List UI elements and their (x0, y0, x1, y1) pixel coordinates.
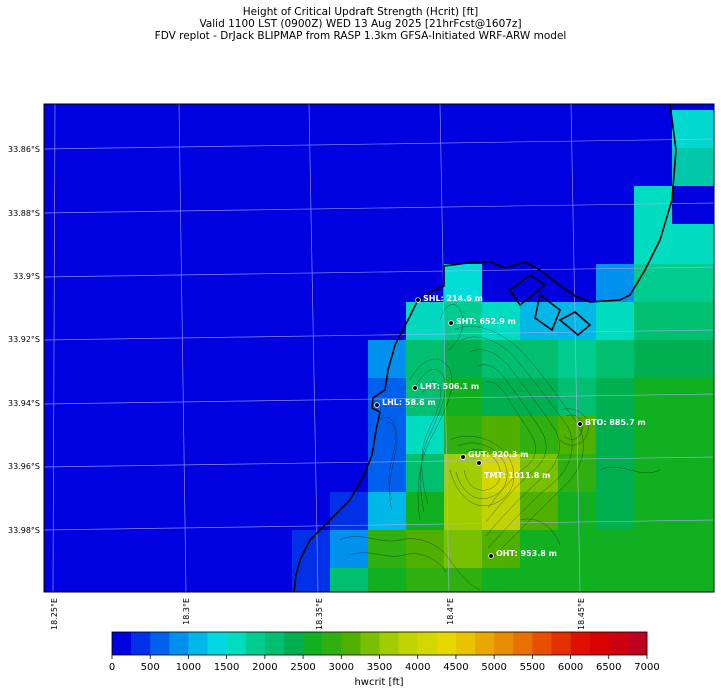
colorbar-segment (608, 632, 629, 655)
station-label-oht: OHT: 953.8 m (496, 549, 557, 558)
colorbar-segment (226, 632, 247, 655)
colorbar-segment (589, 632, 610, 655)
lon-label: 18.4°E (446, 598, 455, 625)
colorbar-tick-label: 5000 (481, 662, 506, 673)
title-line-1: Height of Critical Updraft Strength (Hcr… (242, 6, 479, 18)
lon-label: 18.35°E (315, 598, 324, 630)
colorbar-segment (283, 632, 304, 655)
colorbar-segment (475, 632, 495, 655)
colorbar-segment (532, 632, 552, 655)
colorbar-segment (379, 632, 399, 655)
colorbar-tick-label: 5500 (520, 662, 545, 673)
colorbar-segment (322, 632, 342, 655)
colorbar-tick-label: 6000 (558, 662, 583, 673)
lat-labels: 33.86°S 33.88°S 33.9°S 33.92°S 33.94°S 3… (8, 145, 40, 535)
map-frame (43, 103, 715, 593)
station-label-gut: GUT: 920.3 m (468, 450, 529, 459)
station-label-shl: SHL: 214.6 m (423, 294, 483, 303)
colorbar-tick-label: 4500 (443, 662, 468, 673)
lat-label: 33.9°S (13, 272, 40, 281)
colorbar-segment (455, 632, 476, 655)
colorbar-segment (417, 632, 438, 655)
lon-label: 18.25°E (50, 598, 59, 630)
colorbar-segment (341, 632, 361, 655)
colorbar-tick-label: 3000 (329, 662, 354, 673)
colorbar-ticks: 0 500 1000 1500 2000 2500 3000 3500 4000 4500 5000… (109, 655, 660, 673)
station-markers: SHL: 214.6 m SHT: 652.9 m LHT: 506.1 m L… (374, 294, 646, 559)
colorbar-segment (398, 632, 419, 655)
station-label-sht: SHT: 652.9 m (456, 317, 516, 326)
lon-label: 18.3°E (182, 598, 191, 625)
station-marker-lhl (374, 402, 380, 408)
station-marker-shl (415, 297, 421, 303)
colorbar-segment (436, 632, 457, 655)
colorbar-tick-label: 6500 (596, 662, 621, 673)
coastline (293, 104, 677, 592)
colorbar-segment (207, 632, 227, 655)
lat-label: 33.86°S (8, 145, 40, 154)
colorbar-segment (303, 632, 323, 655)
lat-label: 33.98°S (8, 526, 40, 535)
station-marker-sht (448, 320, 454, 326)
colorbar-segment (169, 632, 189, 655)
lat-label: 33.96°S (8, 462, 40, 471)
colorbar-segment (494, 632, 514, 655)
colorbar-tick-label: 2500 (290, 662, 315, 673)
colorbar-tick-label: 1500 (214, 662, 239, 673)
colorbar-tick-label: 0 (109, 662, 115, 673)
station-marker-oht (488, 553, 494, 559)
station-label-lht: LHT: 506.1 m (420, 382, 479, 391)
map-title: Height of Critical Updraft Strength (Hcr… (0, 6, 721, 42)
station-marker-bto (577, 421, 583, 427)
title-line-2: Valid 1100 LST (0900Z) WED 13 Aug 2025 [… (199, 18, 522, 30)
lon-label: 18.45°E (577, 598, 586, 630)
lat-label: 33.92°S (8, 335, 40, 344)
graticule (44, 104, 714, 592)
colorbar-segment (245, 632, 266, 655)
colorbar-segment (513, 632, 533, 655)
station-label-lhl: LHL: 58.6 m (382, 398, 436, 407)
colorbar-tick-label: 500 (141, 662, 160, 673)
colorbar-segment (150, 632, 170, 655)
station-marker-gut (460, 454, 466, 460)
station-marker-tmt (476, 460, 482, 466)
colorbar-tick-label: 1000 (176, 662, 201, 673)
colorbar-segment (360, 632, 380, 655)
colorbar-tick-label: 4000 (405, 662, 430, 673)
colorbar (111, 631, 648, 656)
colorbar-segment (627, 632, 648, 655)
colorbar-segment (131, 632, 151, 655)
colorbar-segment (188, 632, 208, 655)
station-label-tmt: TMT: 1011.8 m (484, 471, 550, 480)
map-panel: SHL: 214.6 m SHT: 652.9 m LHT: 506.1 m L… (44, 104, 714, 592)
colorbar-tick-label: 7000 (634, 662, 659, 673)
colorbar-tick-label: 2000 (252, 662, 277, 673)
station-label-bto: BTO: 885.7 m (585, 418, 646, 427)
lat-label: 33.94°S (8, 399, 40, 408)
colorbar-segment (264, 632, 285, 655)
title-line-3: FDV replot - DrJack BLIPMAP from RASP 1.… (154, 30, 567, 42)
terrain-contours (339, 304, 661, 591)
colorbar-segment (551, 632, 571, 655)
lat-label: 33.88°S (8, 209, 40, 218)
lon-labels: 18.25°E 18.3°E 18.35°E 18.4°E 18.45°E (50, 598, 586, 630)
station-marker-lht (412, 385, 418, 391)
colorbar-tick-label: 3500 (367, 662, 392, 673)
colorbar-label: hwcrit [ft] (354, 677, 403, 688)
colorbar-segment (112, 632, 132, 655)
colorbar-segment (570, 632, 590, 655)
